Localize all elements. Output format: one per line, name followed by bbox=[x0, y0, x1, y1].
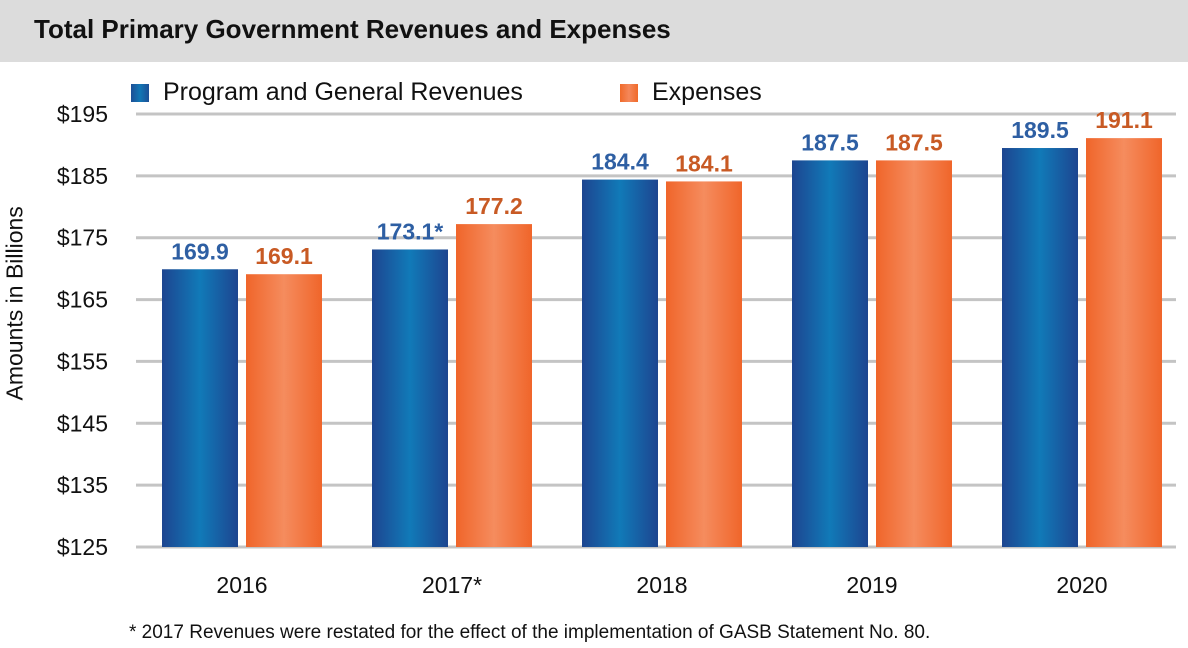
y-tick-label: $195 bbox=[57, 101, 108, 127]
data-label: 187.5 bbox=[801, 129, 859, 155]
data-label: 169.9 bbox=[171, 238, 229, 264]
y-tick-label: $175 bbox=[57, 225, 108, 251]
bar-expenses bbox=[1086, 138, 1162, 548]
y-tick-label: $165 bbox=[57, 287, 108, 313]
data-label: 173.1* bbox=[377, 218, 444, 244]
data-label: 169.1 bbox=[255, 243, 313, 269]
data-label: 189.5 bbox=[1011, 117, 1069, 143]
y-tick-label: $155 bbox=[57, 348, 108, 374]
legend-revenues: Program and General Revenues bbox=[131, 78, 523, 107]
x-tick-label: 2019 bbox=[846, 572, 897, 598]
y-tick-label: $125 bbox=[57, 534, 108, 560]
legend-swatch-expenses bbox=[620, 83, 638, 102]
bar-revenues bbox=[162, 269, 238, 547]
data-label: 184.1 bbox=[675, 150, 733, 176]
data-label: 177.2 bbox=[465, 193, 523, 219]
legend-expenses: Expenses bbox=[620, 78, 762, 107]
bar-expenses bbox=[246, 274, 322, 547]
x-tick-label: 2020 bbox=[1056, 572, 1107, 598]
chart-title: Total Primary Government Revenues and Ex… bbox=[34, 14, 671, 44]
legend-label-expenses: Expenses bbox=[652, 78, 762, 106]
x-tick-label: 2017* bbox=[422, 572, 482, 598]
bar-expenses bbox=[456, 224, 532, 547]
bar-expenses bbox=[666, 181, 742, 547]
data-label: 191.1 bbox=[1095, 107, 1153, 133]
x-tick-label: 2018 bbox=[636, 572, 687, 598]
data-label: 184.4 bbox=[591, 149, 649, 175]
title-bar: Total Primary Government Revenues and Ex… bbox=[0, 0, 1188, 62]
footnote: * 2017 Revenues were restated for the ef… bbox=[129, 622, 931, 643]
data-label: 187.5 bbox=[885, 129, 943, 155]
legend-swatch-revenues bbox=[131, 83, 149, 102]
bar-revenues bbox=[1002, 148, 1078, 547]
legend-label-revenues: Program and General Revenues bbox=[163, 78, 523, 106]
y-tick-label: $135 bbox=[57, 472, 108, 498]
bar-expenses bbox=[876, 160, 952, 547]
y-tick-label: $185 bbox=[57, 163, 108, 189]
y-tick-label: $145 bbox=[57, 410, 108, 436]
bar-revenues bbox=[372, 249, 448, 547]
bar-revenues bbox=[582, 179, 658, 547]
bar-revenues bbox=[792, 160, 868, 547]
x-tick-label: 2016 bbox=[216, 572, 267, 598]
